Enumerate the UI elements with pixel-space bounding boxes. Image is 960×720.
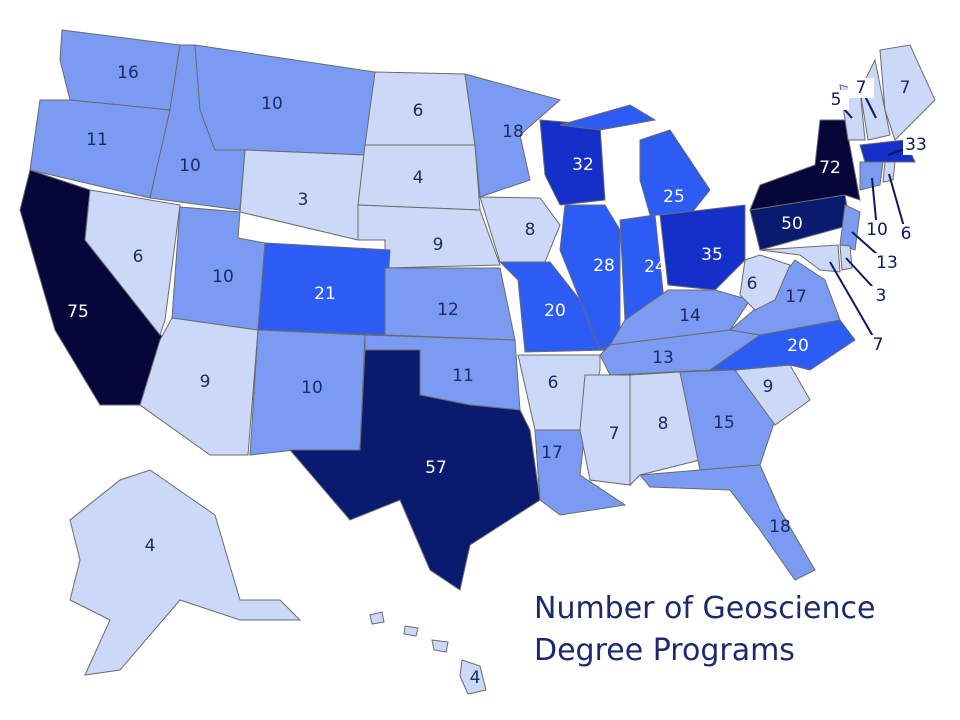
state (639, 464, 816, 581)
label-bg (874, 253, 900, 273)
state-value: 15 (713, 413, 735, 433)
state-value: 13 (652, 348, 674, 368)
state-value: 50 (781, 214, 803, 234)
state-value: 75 (67, 302, 89, 322)
state-value: 25 (663, 187, 685, 207)
state-value: 20 (544, 301, 566, 321)
state-value: 72 (819, 158, 841, 178)
state-value: 6 (413, 101, 424, 121)
state-value: 24 (644, 257, 666, 277)
state (859, 161, 884, 191)
state (659, 204, 746, 291)
state-value: 12 (437, 300, 459, 320)
state-value: 4 (470, 668, 481, 688)
state-value: 11 (86, 130, 108, 150)
state (194, 44, 376, 156)
state-value: 13 (876, 253, 898, 273)
state-value: 9 (433, 235, 444, 255)
label-bg (865, 335, 891, 355)
label-bg (848, 78, 874, 98)
label-bg (893, 224, 919, 244)
state (84, 189, 181, 337)
state-value: 6 (133, 247, 144, 267)
label-bg (868, 286, 894, 306)
state (579, 374, 631, 486)
state-value: 14 (679, 306, 701, 326)
state-value: 57 (425, 458, 447, 478)
label-bg (864, 220, 890, 240)
state-value: 9 (200, 372, 211, 392)
state-value: 8 (658, 414, 669, 434)
state (882, 161, 896, 183)
state (859, 139, 916, 163)
state-value: 10 (212, 267, 234, 287)
state-value: 5 (831, 90, 842, 110)
state-value: 20 (787, 336, 809, 356)
state-value: 11 (452, 366, 474, 386)
state-value: 32 (572, 155, 594, 175)
state-value: 7 (856, 78, 867, 98)
state-value: 8 (525, 220, 536, 240)
state-value: 7 (900, 78, 911, 98)
state-value: 6 (901, 224, 912, 244)
state-value: 10 (301, 378, 323, 398)
label-bg (903, 135, 929, 155)
state-value: 33 (905, 135, 927, 155)
state-value: 4 (413, 168, 424, 188)
state (288, 349, 541, 591)
state (759, 244, 841, 273)
state-value: 16 (117, 63, 139, 83)
state-value: 35 (701, 245, 723, 265)
state-value: 7 (609, 424, 620, 444)
state-value: 3 (876, 286, 887, 306)
state-value: 21 (314, 284, 336, 304)
state-value: 7 (873, 335, 884, 355)
state-value: 6 (548, 373, 559, 393)
state (464, 73, 562, 198)
state-value: 17 (785, 287, 807, 307)
state-value: 10 (261, 94, 283, 114)
state-value: 3 (298, 190, 309, 210)
label-bg (823, 90, 849, 110)
state (839, 244, 853, 271)
state-value: 9 (763, 377, 774, 397)
state (749, 119, 861, 211)
leader-line (829, 261, 879, 346)
state-value: 17 (541, 443, 563, 463)
state (479, 196, 561, 263)
state (369, 611, 487, 695)
state-value: 10 (866, 220, 888, 240)
state-value: 4 (145, 536, 156, 556)
state-value: 18 (769, 517, 791, 537)
state-value: 6 (747, 274, 758, 294)
state (879, 44, 936, 141)
state-value: 10 (179, 156, 201, 176)
state-value: 28 (593, 256, 615, 276)
state (839, 204, 861, 251)
state-value: 18 (502, 122, 524, 142)
state (69, 469, 302, 676)
state (739, 254, 791, 311)
state (629, 371, 701, 487)
map-title: Number of Geoscience Degree Programs (534, 591, 876, 668)
